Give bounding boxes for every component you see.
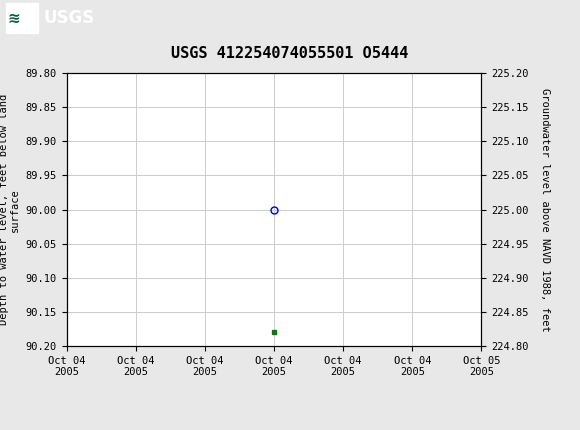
- Y-axis label: Groundwater level above NAVD 1988, feet: Groundwater level above NAVD 1988, feet: [540, 88, 550, 332]
- Text: USGS 412254074055501 O5444: USGS 412254074055501 O5444: [171, 46, 409, 61]
- Text: USGS: USGS: [44, 9, 95, 27]
- Text: ≋: ≋: [8, 10, 20, 25]
- Y-axis label: Depth to water level, feet below land
surface: Depth to water level, feet below land su…: [0, 94, 20, 325]
- Bar: [6, 3, 38, 33]
